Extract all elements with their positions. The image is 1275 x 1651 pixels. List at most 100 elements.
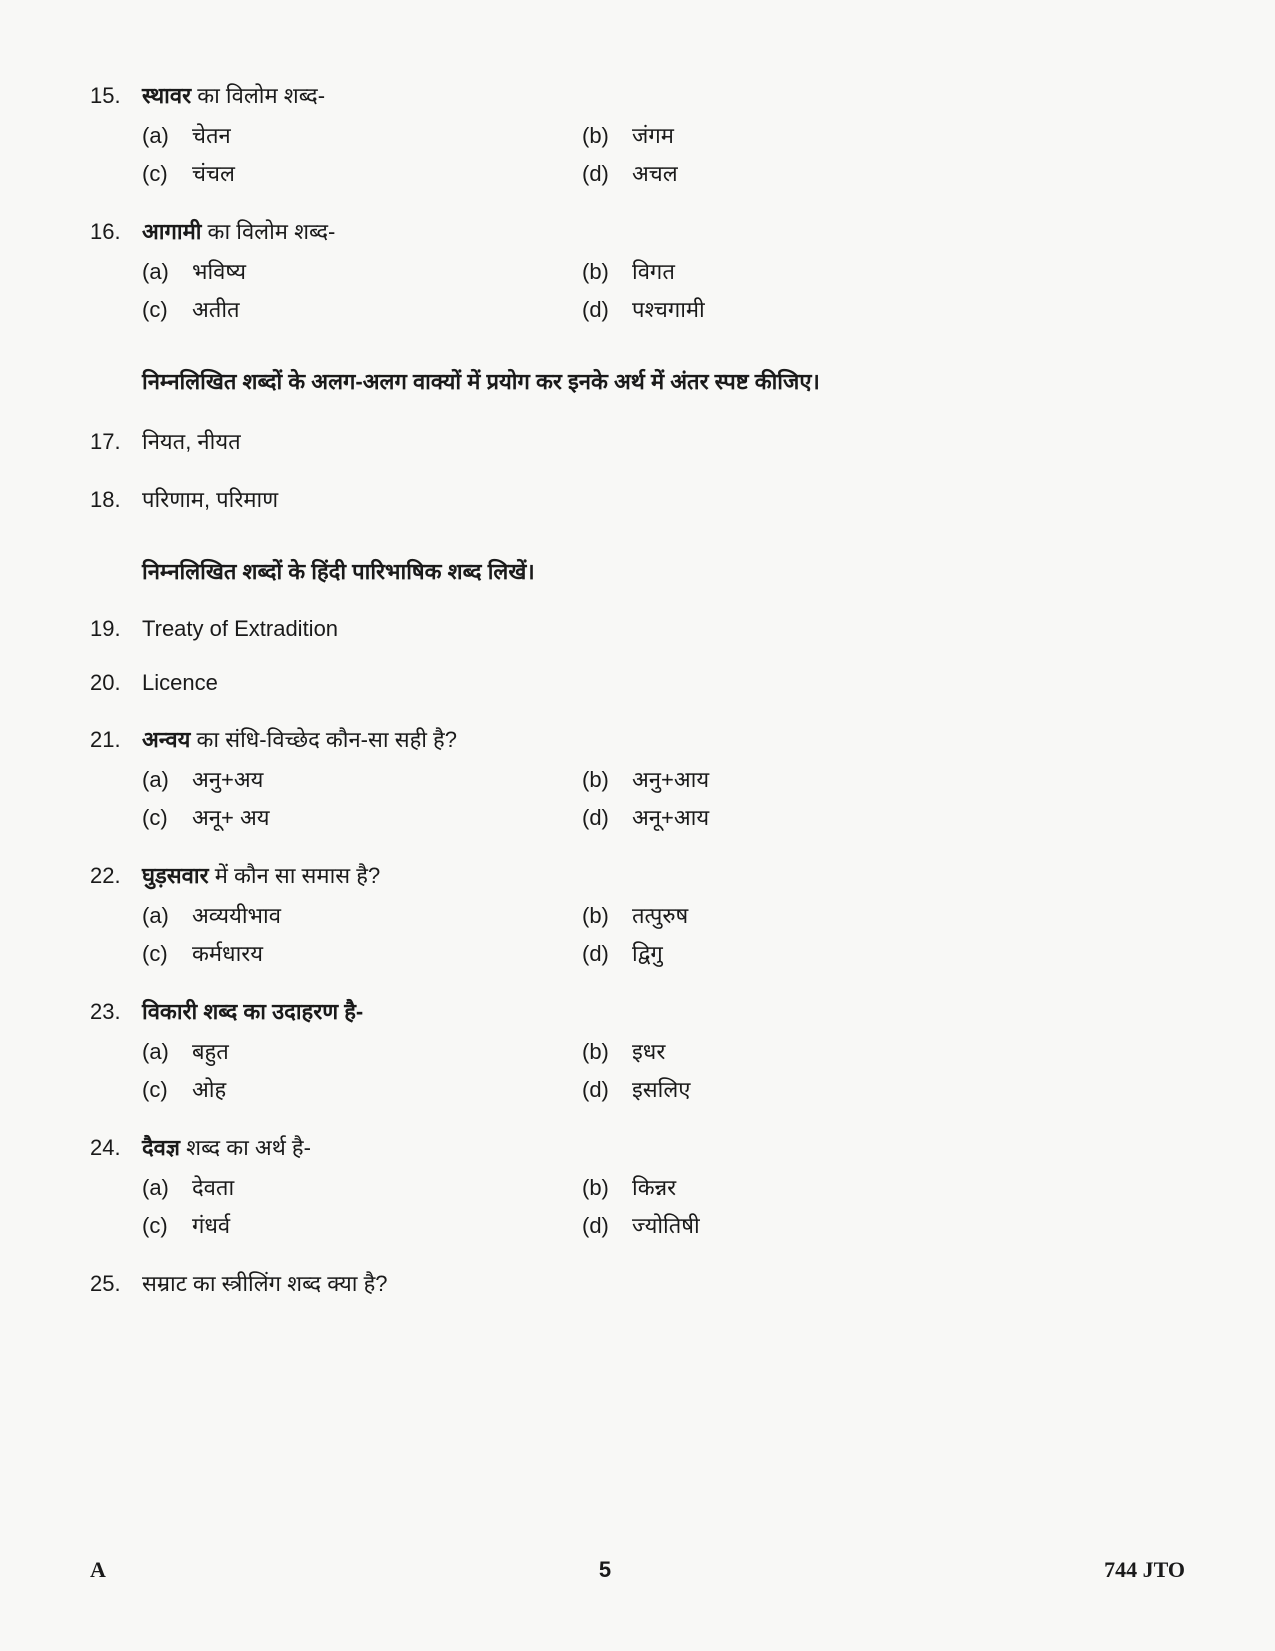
question-17: 17. नियत, नीयत: [90, 426, 1185, 456]
question-21: 21. अन्वय का संधि-विच्छेद कौन-सा सही है?…: [90, 724, 1185, 832]
options-row: (a)चेतन (b)जंगम: [90, 120, 1185, 150]
option-text: भविष्य: [192, 256, 246, 286]
option-label: (c): [142, 161, 192, 187]
option-b: (b)इधर: [582, 1036, 665, 1066]
option-text: गंधर्व: [192, 1210, 230, 1240]
question-18: 18. परिणाम, परिमाण: [90, 484, 1185, 514]
option-a: (a)अनु+अय: [142, 764, 582, 794]
question-number: 24.: [90, 1135, 142, 1161]
option-d: (d)ज्योतिषी: [582, 1210, 700, 1240]
option-label: (b): [582, 123, 632, 149]
question-rest: का संधि-विच्छेद कौन-सा सही है?: [190, 727, 457, 752]
option-b: (b)अनु+आय: [582, 764, 709, 794]
option-text: तत्पुरुष: [632, 900, 688, 930]
option-text: अव्ययीभाव: [192, 900, 281, 930]
option-label: (a): [142, 1175, 192, 1201]
option-label: (b): [582, 259, 632, 285]
question-text: घुड़सवार में कौन सा समास है?: [142, 860, 1185, 890]
option-d: (d)अचल: [582, 158, 678, 188]
options-row: (a)अव्ययीभाव (b)तत्पुरुष: [90, 900, 1185, 930]
option-d: (d)अनू+आय: [582, 802, 709, 832]
page-footer: A 5 744 JTO: [90, 1557, 1185, 1583]
footer-series: A: [90, 1557, 106, 1583]
option-c: (c)चंचल: [142, 158, 582, 188]
question-number: 20.: [90, 670, 142, 696]
option-b: (b)तत्पुरुष: [582, 900, 688, 930]
option-text: जंगम: [632, 120, 674, 150]
question-line: 23. विकारी शब्द का उदाहरण है-: [90, 996, 1185, 1026]
option-d: (d)पश्चगामी: [582, 294, 705, 324]
options-row: (c)चंचल (d)अचल: [90, 158, 1185, 188]
options-row: (c)गंधर्व (d)ज्योतिषी: [90, 1210, 1185, 1240]
option-a: (a)देवता: [142, 1172, 582, 1202]
option-label: (a): [142, 903, 192, 929]
question-number: 19.: [90, 616, 142, 642]
option-c: (c)गंधर्व: [142, 1210, 582, 1240]
option-label: (a): [142, 259, 192, 285]
question-text: स्थावर का विलोम शब्द-: [142, 80, 1185, 110]
question-number: 25.: [90, 1271, 142, 1297]
question-text: परिणाम, परिमाण: [142, 484, 1185, 514]
option-text: पश्चगामी: [632, 294, 705, 324]
option-text: द्विगु: [632, 938, 663, 968]
option-text: ओह: [192, 1074, 226, 1104]
question-bold: विकारी शब्द का उदाहरण है-: [142, 999, 363, 1024]
option-text: चंचल: [192, 158, 235, 188]
option-c: (c)ओह: [142, 1074, 582, 1104]
question-20: 20. Licence: [90, 670, 1185, 696]
option-label: (b): [582, 1175, 632, 1201]
question-19: 19. Treaty of Extradition: [90, 616, 1185, 642]
option-c: (c)कर्मधारय: [142, 938, 582, 968]
instruction-2: निम्नलिखित शब्दों के हिंदी पारिभाषिक शब्…: [142, 556, 1185, 586]
question-line: 21. अन्वय का संधि-विच्छेद कौन-सा सही है?: [90, 724, 1185, 754]
question-number: 22.: [90, 863, 142, 889]
question-23: 23. विकारी शब्द का उदाहरण है- (a)बहुत (b…: [90, 996, 1185, 1104]
option-a: (a)भविष्य: [142, 256, 582, 286]
option-text: ज्योतिषी: [632, 1210, 700, 1240]
options-row: (c)ओह (d)इसलिए: [90, 1074, 1185, 1104]
footer-page-number: 5: [599, 1557, 611, 1583]
option-a: (a)चेतन: [142, 120, 582, 150]
question-bold: घुड़सवार: [142, 863, 209, 888]
option-label: (b): [582, 767, 632, 793]
option-label: (d): [582, 805, 632, 831]
option-label: (d): [582, 1077, 632, 1103]
question-text: सम्राट का स्त्रीलिंग शब्द क्या है?: [142, 1268, 1185, 1298]
question-text: नियत, नीयत: [142, 426, 1185, 456]
option-label: (d): [582, 941, 632, 967]
question-rest: शब्द का अर्थ है-: [180, 1135, 311, 1160]
option-label: (a): [142, 767, 192, 793]
question-line: 22. घुड़सवार में कौन सा समास है?: [90, 860, 1185, 890]
options-row: (a)अनु+अय (b)अनु+आय: [90, 764, 1185, 794]
question-text: अन्वय का संधि-विच्छेद कौन-सा सही है?: [142, 724, 1185, 754]
question-rest: का विलोम शब्द-: [201, 219, 335, 244]
question-15: 15. स्थावर का विलोम शब्द- (a)चेतन (b)जंग…: [90, 80, 1185, 188]
option-a: (a)अव्ययीभाव: [142, 900, 582, 930]
option-text: अनू+ अय: [192, 802, 270, 832]
question-25: 25. सम्राट का स्त्रीलिंग शब्द क्या है?: [90, 1268, 1185, 1298]
option-text: अचल: [632, 158, 678, 188]
option-label: (a): [142, 1039, 192, 1065]
question-text: विकारी शब्द का उदाहरण है-: [142, 996, 1185, 1026]
question-text: Treaty of Extradition: [142, 616, 1185, 642]
option-text: अनु+अय: [192, 764, 263, 794]
question-line: 24. दैवज्ञ शब्द का अर्थ है-: [90, 1132, 1185, 1162]
question-24: 24. दैवज्ञ शब्द का अर्थ है- (a)देवता (b)…: [90, 1132, 1185, 1240]
option-label: (c): [142, 1213, 192, 1239]
option-text: किन्नर: [632, 1172, 676, 1202]
option-text: इधर: [632, 1036, 665, 1066]
question-number: 17.: [90, 429, 142, 455]
option-label: (c): [142, 297, 192, 323]
question-number: 16.: [90, 219, 142, 245]
question-bold: स्थावर: [142, 83, 191, 108]
option-text: इसलिए: [632, 1074, 690, 1104]
option-d: (d)द्विगु: [582, 938, 663, 968]
question-line: 16. आगामी का विलोम शब्द-: [90, 216, 1185, 246]
question-number: 23.: [90, 999, 142, 1025]
question-22: 22. घुड़सवार में कौन सा समास है? (a)अव्य…: [90, 860, 1185, 968]
options-row: (c)कर्मधारय (d)द्विगु: [90, 938, 1185, 968]
question-number: 21.: [90, 727, 142, 753]
option-text: बहुत: [192, 1036, 229, 1066]
question-bold: आगामी: [142, 219, 201, 244]
question-text: आगामी का विलोम शब्द-: [142, 216, 1185, 246]
